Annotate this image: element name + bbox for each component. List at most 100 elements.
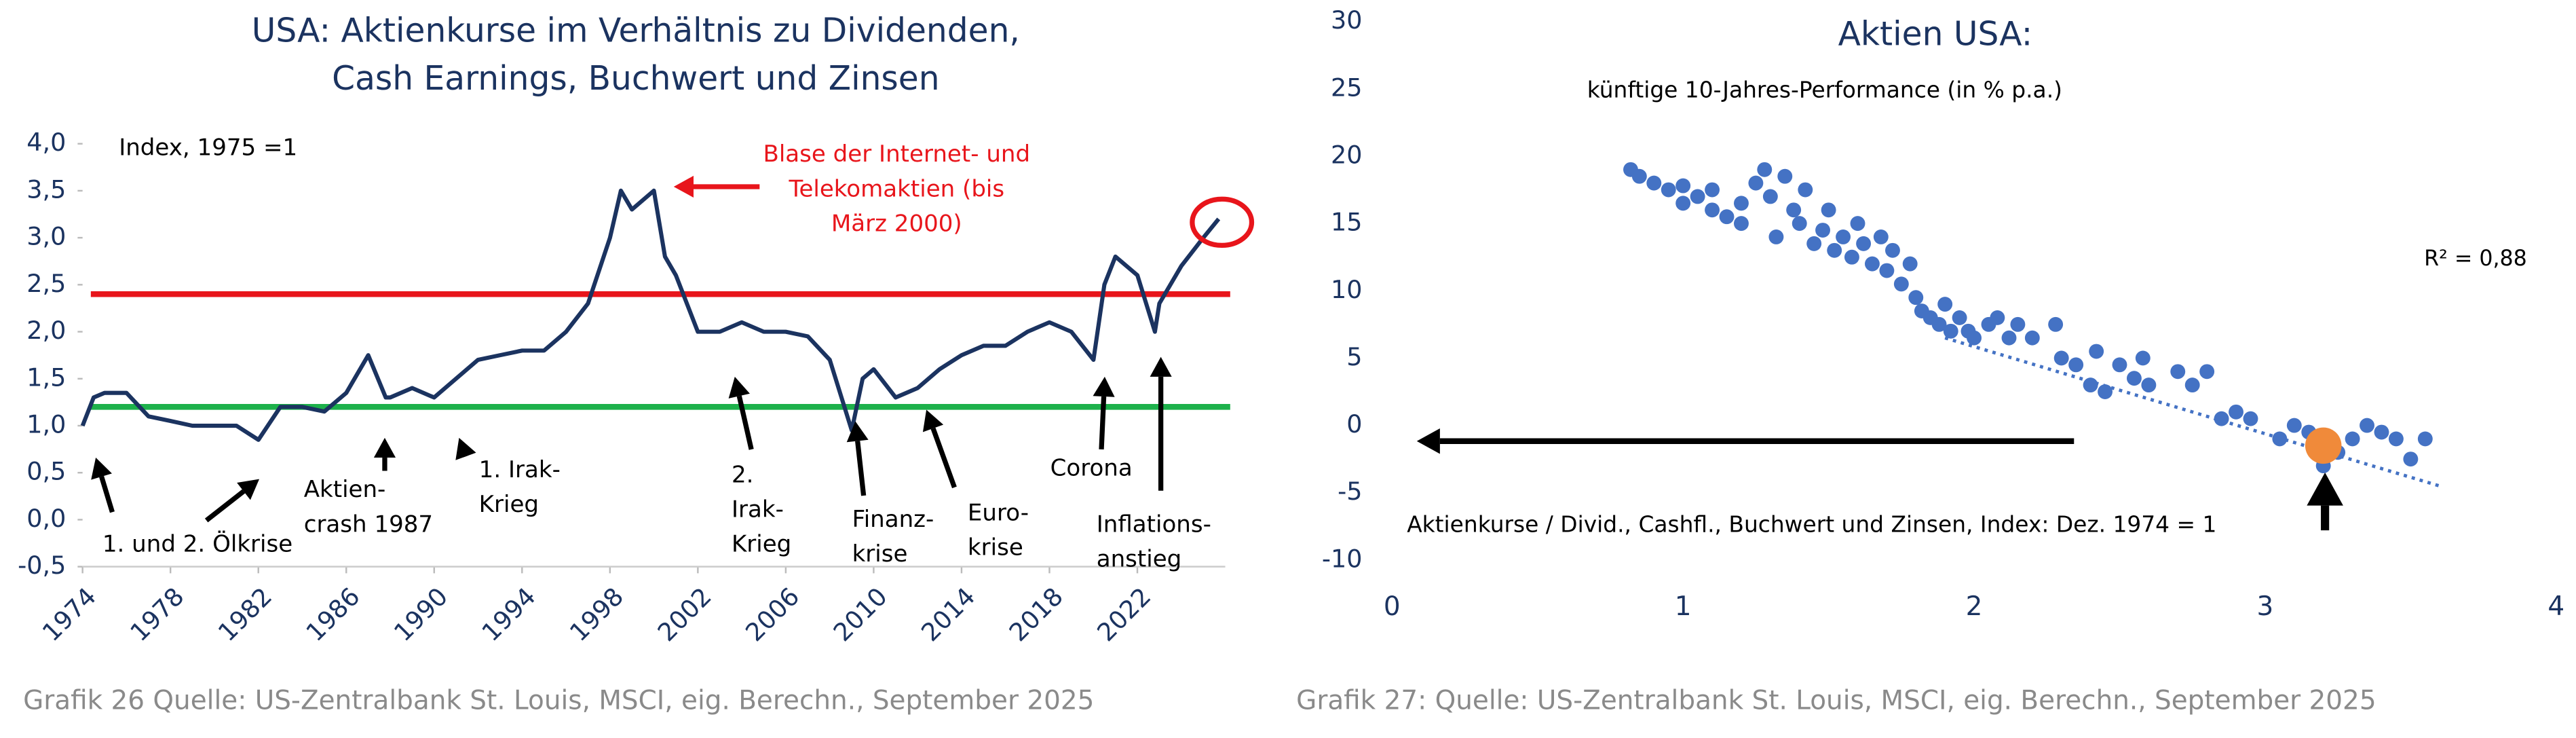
x-tick-label: 1 <box>1675 591 1692 622</box>
scatter-point <box>1943 323 1958 339</box>
arrow-shaft <box>736 395 754 450</box>
scatter-point <box>1885 242 1900 258</box>
scatter-point <box>1719 209 1735 225</box>
y-tick-label: 0,0 <box>26 504 66 533</box>
r2-label: R² = 0,88 <box>2424 246 2527 271</box>
scatter-point <box>1931 316 1947 332</box>
scatter-point <box>2010 316 2026 332</box>
y-tick-label: 1,5 <box>26 363 66 392</box>
arrow-shaft <box>99 475 115 513</box>
scatter-point <box>1777 168 1793 184</box>
annotation: krise <box>852 540 908 568</box>
scatter-point <box>2403 451 2419 467</box>
annotation: krise <box>968 534 1023 561</box>
y-tick-label: 10 <box>1331 275 1362 304</box>
x-tick-label: 2022 <box>1091 582 1156 647</box>
annotation: anstieg <box>1097 545 1182 572</box>
arrow-head <box>373 437 396 458</box>
x-tick-label: 1974 <box>37 582 102 647</box>
y-tick-label: 5 <box>1346 342 1362 371</box>
chart-subtitle: künftige 10-Jahres-Performance (in % p.a… <box>1587 77 2062 103</box>
scatter-point <box>1705 202 1720 218</box>
arrow-head <box>237 479 260 500</box>
scatter-point <box>1786 202 1802 218</box>
scatter-point <box>1661 182 1676 198</box>
x-tick-label: 1986 <box>301 582 366 647</box>
x-tick-label: 1998 <box>564 582 629 647</box>
scatter-point <box>2229 404 2243 420</box>
x-tick-label: 4 <box>2547 591 2564 622</box>
scatter-point <box>1734 216 1749 232</box>
scatter-point <box>2199 364 2215 380</box>
x-tick-label: 2006 <box>740 582 805 647</box>
scatter-point <box>2053 350 2069 366</box>
y-tick-label: 1,0 <box>26 410 66 439</box>
arrow-head <box>91 458 112 480</box>
arrow-head <box>2307 472 2343 506</box>
scatter-point <box>2286 418 2302 433</box>
annotation: Euro- <box>968 499 1029 526</box>
y-tick-label: -0,5 <box>18 551 66 580</box>
arrow-shaft <box>1099 396 1107 450</box>
scatter-point <box>2126 371 2142 386</box>
annotation: März 2000) <box>831 210 962 237</box>
arrow-shaft <box>204 489 246 523</box>
annotation: 2. <box>732 461 753 488</box>
scatter-point <box>1757 162 1773 177</box>
source: Grafik 26 Quelle: US-Zentralbank St. Lou… <box>23 686 1094 716</box>
scatter-point <box>2001 330 2017 346</box>
y-tick-label: 2,0 <box>26 316 66 345</box>
y-tick-label: 0,5 <box>26 457 66 486</box>
scatter-point <box>1705 182 1720 198</box>
highlight-point <box>2305 427 2342 464</box>
scatter-point <box>2417 431 2433 447</box>
annotation: Irak- <box>732 496 784 523</box>
scatter-point <box>2243 411 2258 426</box>
y-tick-label: 2,5 <box>26 269 66 298</box>
scatter-point <box>1734 196 1749 211</box>
scatter-point <box>1952 310 1967 325</box>
scatter-point <box>1748 175 1764 191</box>
arrow-head <box>1416 428 1440 454</box>
chart-title: Cash Earnings, Buchwert und Zinsen <box>332 60 939 98</box>
scatter-point <box>1675 196 1691 211</box>
annotation: Krieg <box>479 491 539 518</box>
scatter-point <box>2141 377 2157 393</box>
arrow-head <box>922 409 944 432</box>
x-tick-label: 2 <box>1966 591 1983 622</box>
scatter-point <box>1850 216 1865 232</box>
scatter-point <box>1792 216 1807 232</box>
annotation: Inflations- <box>1097 511 1211 538</box>
arrow-shaft <box>930 427 957 489</box>
chart-title: USA: Aktienkurse im Verhältnis zu Divide… <box>252 12 1020 50</box>
x-tick-label: 1978 <box>124 582 189 647</box>
scatter-point <box>1675 178 1691 193</box>
annotation: Blase der Internet- und <box>763 141 1030 168</box>
arrow-head <box>728 376 750 399</box>
chart-title: Aktien USA: <box>1838 16 2033 54</box>
scatter-point <box>2374 424 2389 440</box>
scatter-point <box>1937 297 1953 312</box>
scatter-point <box>2048 316 2064 332</box>
scatter-point <box>1844 249 1859 265</box>
scatter-point <box>1762 189 1778 204</box>
scatter-point <box>2024 330 2040 346</box>
scatter-point <box>1879 263 1895 278</box>
scatter-point <box>2135 350 2151 366</box>
y-tick-label: 3,0 <box>26 222 66 251</box>
y-tick-label: -10 <box>1322 544 1363 573</box>
x-tick-label: 3 <box>2257 591 2274 622</box>
data-line <box>80 188 1221 442</box>
scatter-point <box>1690 189 1705 204</box>
y-tick-label: 15 <box>1331 208 1362 237</box>
arrow-head <box>673 175 694 198</box>
scatter-point <box>2184 377 2200 393</box>
x-tick-label: 1982 <box>212 582 278 647</box>
arrow-shaft <box>855 441 867 496</box>
x-tick-label: 2010 <box>828 582 893 647</box>
scatter-point <box>1827 242 1842 258</box>
scatter-point <box>2214 411 2229 426</box>
trendline <box>1944 336 2440 488</box>
highlight-circle <box>1190 196 1255 248</box>
